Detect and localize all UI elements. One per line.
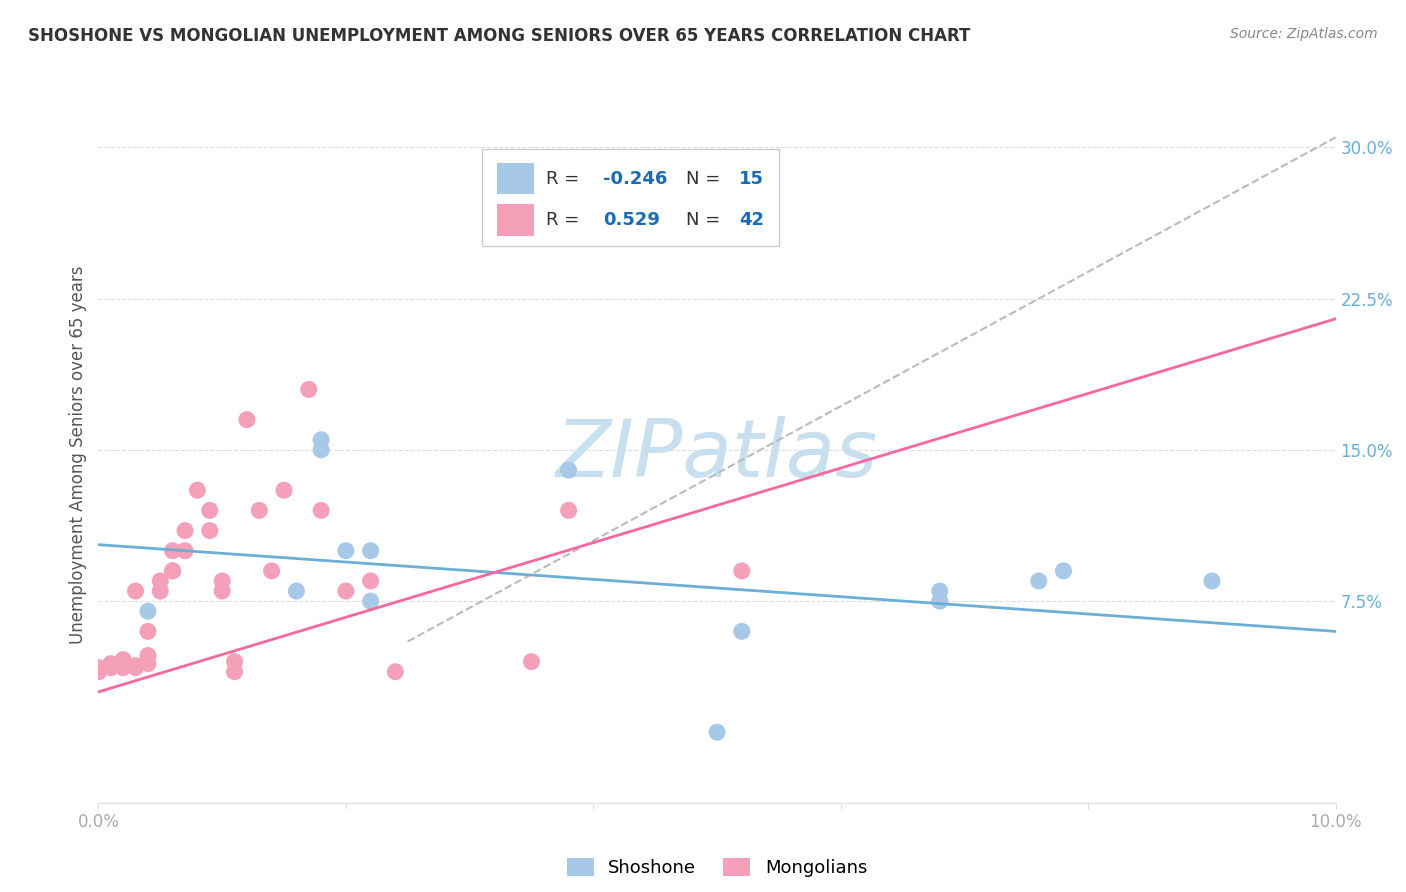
Legend: Shoshone, Mongolians: Shoshone, Mongolians: [560, 850, 875, 884]
Point: [186, 483, 208, 498]
Point: [87, 665, 110, 679]
Point: [174, 524, 197, 538]
Text: Source: ZipAtlas.com: Source: ZipAtlas.com: [1230, 27, 1378, 41]
Point: [298, 383, 321, 397]
Point: [211, 584, 233, 599]
Point: [149, 584, 172, 599]
Text: 15: 15: [740, 169, 765, 187]
Text: -0.246: -0.246: [603, 169, 668, 187]
FancyBboxPatch shape: [496, 162, 534, 194]
Point: [384, 665, 406, 679]
Point: [360, 543, 382, 558]
Point: [87, 665, 110, 679]
Point: [100, 657, 122, 671]
Point: [124, 658, 146, 673]
Text: R =: R =: [547, 211, 591, 229]
Point: [360, 594, 382, 608]
Y-axis label: Unemployment Among Seniors over 65 years: Unemployment Among Seniors over 65 years: [69, 266, 87, 644]
Point: [1052, 564, 1074, 578]
Point: [149, 574, 172, 588]
Point: [731, 624, 754, 639]
Text: N =: N =: [686, 211, 725, 229]
Point: [360, 574, 382, 588]
FancyBboxPatch shape: [482, 149, 779, 246]
Point: [928, 594, 950, 608]
Point: [582, 201, 605, 215]
Point: [174, 543, 197, 558]
Point: [112, 657, 135, 671]
Point: [162, 543, 184, 558]
Point: [706, 725, 728, 739]
Point: [124, 661, 146, 675]
Point: [100, 661, 122, 675]
Point: [309, 433, 332, 447]
Point: [198, 503, 221, 517]
Point: [87, 661, 110, 675]
Point: [247, 503, 270, 517]
Text: R =: R =: [547, 169, 585, 187]
Point: [236, 412, 259, 426]
Text: SHOSHONE VS MONGOLIAN UNEMPLOYMENT AMONG SENIORS OVER 65 YEARS CORRELATION CHART: SHOSHONE VS MONGOLIAN UNEMPLOYMENT AMONG…: [28, 27, 970, 45]
Point: [335, 584, 357, 599]
Point: [162, 564, 184, 578]
Point: [112, 652, 135, 666]
Point: [260, 564, 283, 578]
Point: [309, 503, 332, 517]
Point: [136, 648, 159, 663]
Point: [136, 624, 159, 639]
FancyBboxPatch shape: [496, 204, 534, 235]
Point: [224, 665, 246, 679]
Point: [162, 564, 184, 578]
Point: [928, 584, 950, 599]
Point: [285, 584, 308, 599]
Point: [136, 604, 159, 618]
Point: [520, 655, 543, 669]
Point: [112, 661, 135, 675]
Point: [124, 584, 146, 599]
Point: [100, 658, 122, 673]
Point: [557, 503, 579, 517]
Text: 0.529: 0.529: [603, 211, 659, 229]
Point: [309, 442, 332, 457]
Point: [224, 655, 246, 669]
Point: [1201, 574, 1223, 588]
Point: [1028, 574, 1050, 588]
Text: 42: 42: [740, 211, 765, 229]
Point: [211, 574, 233, 588]
Point: [198, 524, 221, 538]
Point: [136, 657, 159, 671]
Text: N =: N =: [686, 169, 725, 187]
Point: [335, 543, 357, 558]
Point: [731, 564, 754, 578]
Point: [273, 483, 295, 498]
Point: [557, 463, 579, 477]
Text: ZIPatlas: ZIPatlas: [555, 416, 879, 494]
